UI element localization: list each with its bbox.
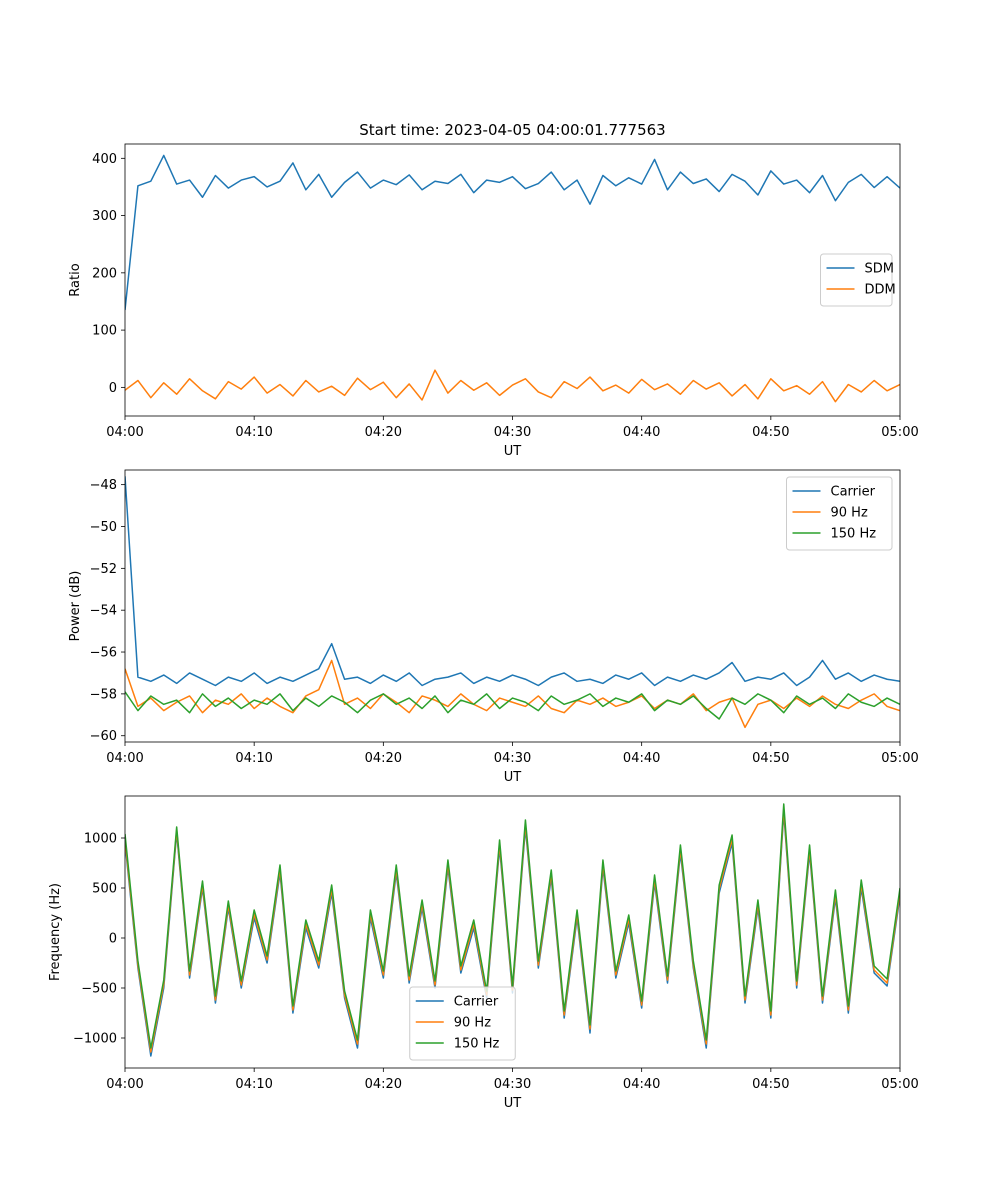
chart-3-x-tick-label: 04:10 [235, 1077, 272, 1092]
chart-3-y-tick-label: −500 [81, 982, 117, 997]
chart-1-series-sdm-line [125, 154, 900, 311]
chart-2-y-tick-label: −58 [90, 687, 117, 702]
chart-1: 04:00 04:10 04:20 04:30 04:40 04:50 05:00 0 100 2… [68, 143, 919, 459]
chart-3-x-tick-label: 04:40 [623, 1077, 660, 1092]
chart-1-legend-label: SDM [865, 262, 894, 277]
chart-2-x-tick-label: 04:30 [494, 751, 531, 766]
chart-3-legend-box [409, 986, 516, 1061]
chart-3-legend: Carrier 90 Hz 150 Hz [409, 986, 516, 1061]
chart-2-x-tick-label: 04:10 [235, 751, 272, 766]
chart-3-x-tick-label: 05:00 [881, 1077, 918, 1092]
chart-2-series-150-hz-line [125, 691, 900, 720]
chart-1-x-tick-label: 04:20 [365, 425, 402, 440]
chart-2-x-tick-label: 04:50 [752, 751, 789, 766]
chart-3-x-tick-label: 04:20 [365, 1077, 402, 1092]
chart-3: 04:00 04:10 04:20 04:30 04:40 04:50 05:00 −1000… [48, 795, 919, 1111]
chart-3-y-tick-label: 0 [109, 932, 117, 947]
chart-1-y-tick-label: 400 [92, 152, 117, 167]
chart-2: 04:00 04:10 04:20 04:30 04:40 04:50 05:00 −60 −5… [68, 469, 919, 785]
chart-3-x-axis-label: UT [504, 1096, 522, 1111]
chart-2-y-tick-label: −60 [90, 729, 117, 744]
chart-3-x-tick-label: 04:00 [106, 1077, 143, 1092]
chart-2-x-tick-label: 04:40 [623, 751, 660, 766]
chart-1-y-tick-label: 100 [92, 324, 117, 339]
chart-3-x-tick-label: 04:50 [752, 1077, 789, 1092]
figure-title: Start time: 2023-04-05 04:00:01.777563 [359, 121, 665, 139]
chart-1-y-tick-label: 200 [92, 266, 117, 281]
chart-2-y-tick-label: −52 [90, 562, 117, 577]
chart-3-series-150-hz-line [125, 803, 900, 1049]
chart-3-legend-label: 150 Hz [454, 1037, 500, 1052]
chart-1-x-tick-label: 04:40 [623, 425, 660, 440]
chart-3-y-tick-label: 500 [92, 882, 117, 897]
chart-2-y-axis-label: Power (dB) [68, 571, 83, 642]
chart-2-y-tick-label: −50 [90, 520, 117, 535]
chart-2-x-tick-label: 04:00 [106, 751, 143, 766]
chart-2-y-tick-label: −48 [90, 478, 117, 493]
chart-2-x-tick-label: 05:00 [881, 751, 918, 766]
chart-1-x-tick-label: 04:50 [752, 425, 789, 440]
chart-2-y-tick-label: −56 [90, 646, 117, 661]
chart-1-y-tick-label: 300 [92, 209, 117, 224]
chart-1-legend-label: DDM [865, 283, 896, 298]
chart-2-y-tick-label: −54 [90, 604, 117, 619]
chart-2-legend: Carrier 90 Hz 150 Hz [786, 476, 893, 551]
chart-3-legend-label: Carrier [454, 995, 499, 1010]
chart-1-x-axis-label: UT [504, 444, 522, 459]
chart-3-y-tick-label: −1000 [73, 1032, 117, 1047]
chart-2-x-tick-label: 04:20 [365, 751, 402, 766]
chart-2-legend-box [786, 476, 893, 551]
chart-2-series-carrier-line [125, 476, 900, 687]
chart-2-legend-label: 150 Hz [831, 527, 877, 542]
chart-1-x-tick-label: 05:00 [881, 425, 918, 440]
chart-3-y-axis-label: Frequency (Hz) [48, 883, 63, 981]
chart-1-series-ddm-line [125, 369, 900, 403]
chart-3-y-tick-label: 1000 [84, 832, 117, 847]
chart-3-legend-label: 90 Hz [454, 1016, 491, 1031]
chart-1-y-axis-label: Ratio [68, 263, 83, 296]
chart-2-x-axis-label: UT [504, 770, 522, 785]
chart-1-x-tick-label: 04:10 [235, 425, 272, 440]
chart-1-x-tick-label: 04:00 [106, 425, 143, 440]
chart-1-legend: SDM DDM [820, 253, 896, 307]
chart-1-x-tick-label: 04:30 [494, 425, 531, 440]
chart-3-x-tick-label: 04:30 [494, 1077, 531, 1092]
chart-1-legend-box [820, 253, 893, 307]
chart-2-legend-label: Carrier [831, 485, 876, 500]
chart-2-legend-label: 90 Hz [831, 506, 868, 521]
chart-1-y-tick-label: 0 [109, 381, 117, 396]
